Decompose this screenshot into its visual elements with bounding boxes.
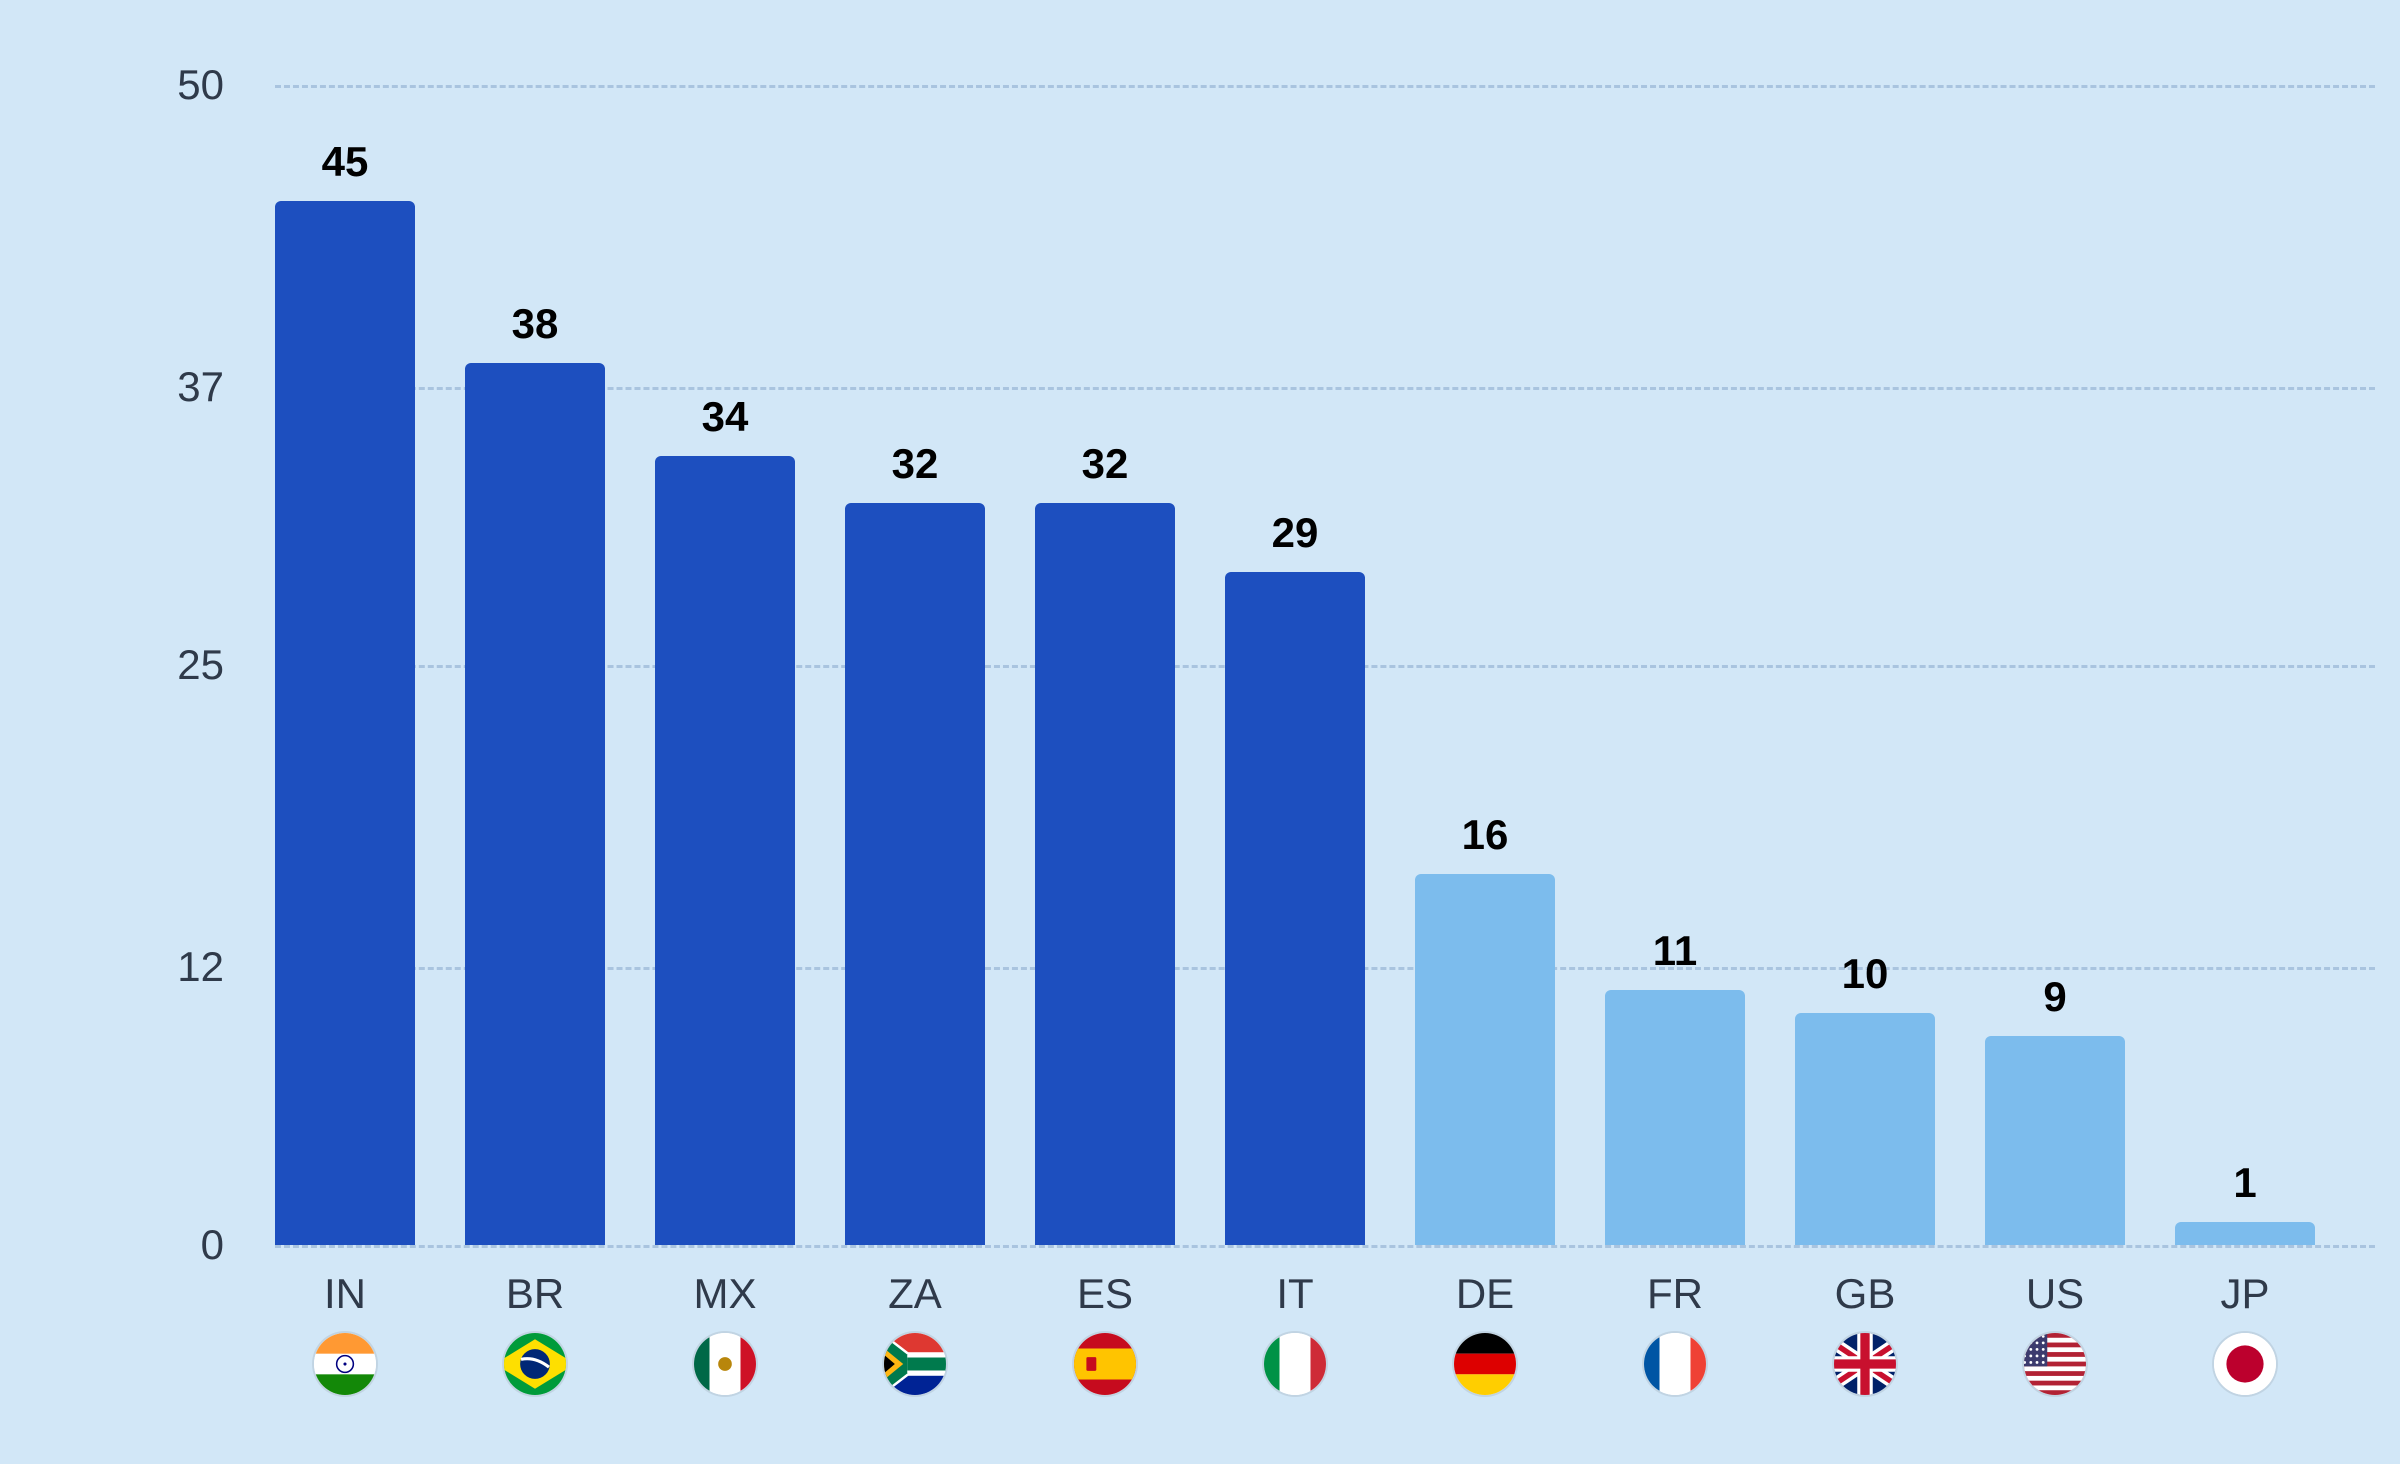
y-tick-label: 50 (84, 64, 224, 106)
bar (1415, 874, 1555, 1245)
jp-flag-icon (2214, 1333, 2276, 1395)
chart-stage: 0 12 25 37 50 45 IN 38 BR 34 MX 32 ZA (0, 0, 2400, 1464)
y-tick-label: 0 (84, 1224, 224, 1266)
y-tick-label: 37 (84, 366, 224, 408)
y-tick-label: 12 (84, 946, 224, 988)
category-label: FR (1585, 1273, 1765, 1315)
bar-value-label: 16 (1395, 814, 1575, 856)
bar (465, 363, 605, 1245)
category-label: JP (2155, 1273, 2335, 1315)
category-label: ZA (825, 1273, 1005, 1315)
bar (275, 201, 415, 1245)
in-flag-icon (314, 1333, 376, 1395)
gb-flag-icon (1834, 1333, 1896, 1395)
de-flag-icon (1454, 1333, 1516, 1395)
bar-value-label: 45 (255, 141, 435, 183)
bar-value-label: 9 (1965, 976, 2145, 1018)
it-flag-icon (1264, 1333, 1326, 1395)
bar (1225, 572, 1365, 1245)
bar-value-label: 38 (445, 303, 625, 345)
category-label: IN (255, 1273, 435, 1315)
fr-flag-icon (1644, 1333, 1706, 1395)
category-label: ES (1015, 1273, 1195, 1315)
es-flag-icon (1074, 1333, 1136, 1395)
bar (2175, 1222, 2315, 1245)
category-label: US (1965, 1273, 2145, 1315)
category-label: DE (1395, 1273, 1575, 1315)
bar-value-label: 32 (825, 443, 1005, 485)
bar-value-label: 29 (1205, 512, 1385, 554)
bar (1035, 503, 1175, 1245)
bar-value-label: 1 (2155, 1162, 2335, 1204)
bar (845, 503, 985, 1245)
bar (1795, 1013, 1935, 1245)
bar (655, 456, 795, 1245)
us-flag-icon (2024, 1333, 2086, 1395)
gridline (275, 85, 2375, 88)
bar-value-label: 10 (1775, 953, 1955, 995)
gridline (275, 1245, 2375, 1248)
bar (1605, 990, 1745, 1245)
y-tick-label: 25 (84, 644, 224, 686)
category-label: MX (635, 1273, 815, 1315)
za-flag-icon (884, 1333, 946, 1395)
bar-value-label: 32 (1015, 443, 1195, 485)
category-label: IT (1205, 1273, 1385, 1315)
bar-value-label: 34 (635, 396, 815, 438)
bar-value-label: 11 (1585, 930, 1765, 972)
category-label: GB (1775, 1273, 1955, 1315)
category-label: BR (445, 1273, 625, 1315)
br-flag-icon (504, 1333, 566, 1395)
bar (1985, 1036, 2125, 1245)
mx-flag-icon (694, 1333, 756, 1395)
